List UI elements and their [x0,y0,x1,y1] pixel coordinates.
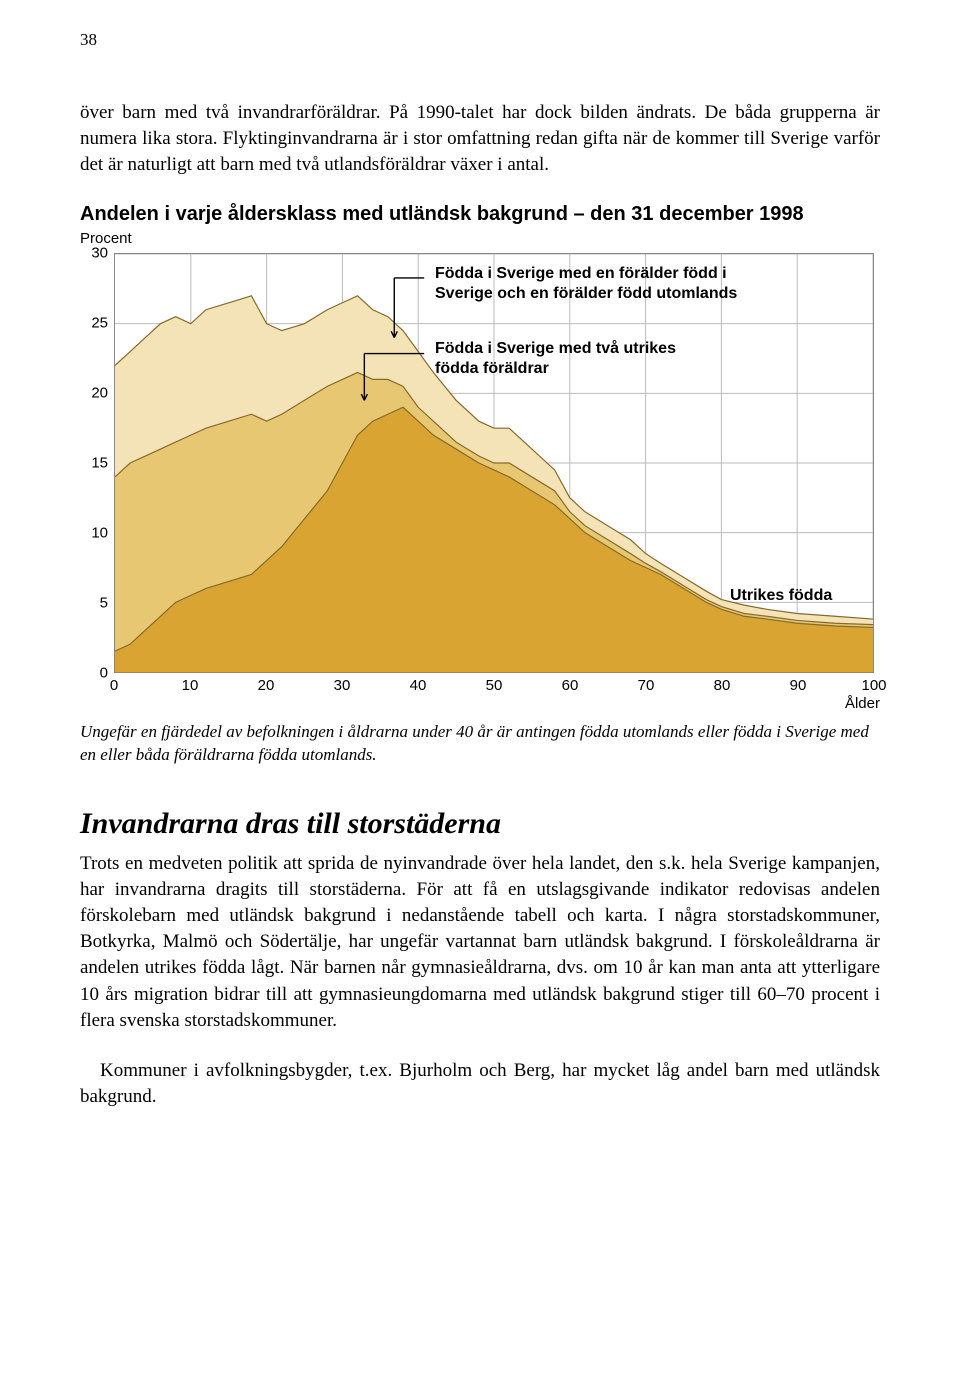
chart-y-axis-label: Procent [80,230,880,247]
x-axis-title: Ålder [845,695,880,712]
y-tick-label: 20 [91,384,108,401]
x-tick-label: 70 [638,677,655,694]
chart-caption: Ungefär en fjärdedel av befolkningen i å… [80,721,880,767]
x-tick-label: 10 [182,677,199,694]
plot-area: Födda i Sverige med en förälder född iSv… [114,253,874,673]
y-tick-label: 15 [91,454,108,471]
y-axis-labels: 051015202530 [80,253,108,673]
intro-paragraph: över barn med två invandrarföräldrar. På… [80,100,880,179]
body-paragraph-2: Trots en medveten politik att sprida de … [80,851,880,1035]
x-tick-label: 100 [861,677,886,694]
y-tick-label: 25 [91,314,108,331]
annotation-middle: Födda i Sverige med två utrikesfödda för… [435,339,755,379]
page-number: 38 [80,30,880,50]
chart-svg [115,254,873,672]
chart-title: Andelen i varje åldersklass med utländsk… [80,203,880,226]
x-tick-label: 50 [486,677,503,694]
y-tick-label: 10 [91,524,108,541]
section-heading: Invandrarna dras till storstäderna [80,807,880,841]
y-tick-label: 0 [100,664,108,681]
y-tick-label: 5 [100,594,108,611]
body-paragraph-3: Kommuner i avfolkningsbygder, t.ex. Bjur… [80,1058,880,1110]
x-tick-label: 20 [258,677,275,694]
x-tick-label: 30 [334,677,351,694]
x-tick-label: 60 [562,677,579,694]
annotation-bottom: Utrikes födda [730,586,832,606]
area-chart: 0 5 10 15 20 25 30 Födda i Sverige med en förä… [80,253,880,713]
x-tick-label: 0 [110,677,118,694]
y-tick-label: 30 [91,244,108,261]
x-tick-label: 40 [410,677,427,694]
x-tick-label: 80 [714,677,731,694]
annotation-top: Födda i Sverige med en förälder född iSv… [435,264,795,304]
x-tick-label: 90 [790,677,807,694]
